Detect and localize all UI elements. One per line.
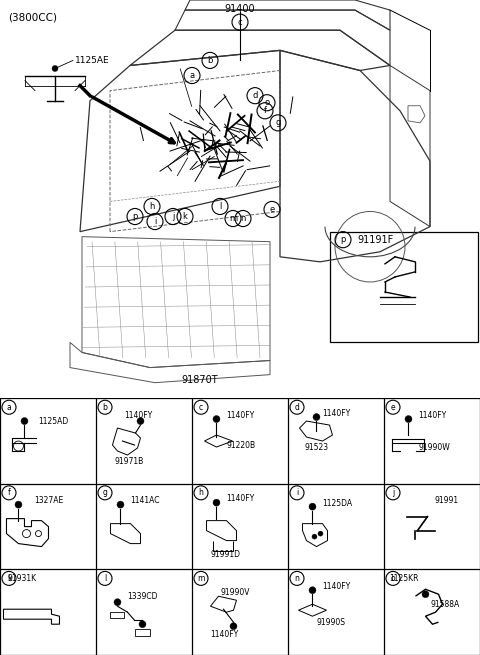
Text: 1141AC: 1141AC xyxy=(131,496,160,505)
Text: 1140FY: 1140FY xyxy=(211,629,239,639)
Circle shape xyxy=(405,415,412,422)
Text: 91400: 91400 xyxy=(225,4,255,14)
Text: (3800CC): (3800CC) xyxy=(8,12,57,22)
Text: 91990W: 91990W xyxy=(419,443,450,451)
Text: l: l xyxy=(104,574,106,583)
Text: 1125KR: 1125KR xyxy=(389,574,419,583)
Text: a: a xyxy=(190,71,194,80)
Circle shape xyxy=(309,503,316,510)
Text: 1140FY: 1140FY xyxy=(227,494,255,503)
Text: 91191F: 91191F xyxy=(357,234,393,245)
Text: 91991: 91991 xyxy=(434,496,458,505)
Text: h: h xyxy=(149,202,155,211)
Text: 1339CD: 1339CD xyxy=(128,591,158,601)
Text: d: d xyxy=(252,91,258,100)
Text: 91991D: 91991D xyxy=(211,550,240,559)
Text: m: m xyxy=(197,574,204,583)
Text: 1140FY: 1140FY xyxy=(419,411,447,420)
Text: 91523: 91523 xyxy=(304,443,329,451)
Text: e: e xyxy=(391,403,396,412)
Bar xyxy=(330,232,478,343)
Text: b: b xyxy=(103,403,108,412)
Circle shape xyxy=(313,413,320,421)
Text: n: n xyxy=(240,214,246,223)
Circle shape xyxy=(309,587,316,593)
Circle shape xyxy=(312,534,317,539)
Circle shape xyxy=(117,501,124,508)
Text: 91931K: 91931K xyxy=(8,574,37,583)
Text: j: j xyxy=(392,489,394,497)
Text: c: c xyxy=(238,18,242,27)
Text: f: f xyxy=(8,489,11,497)
Text: 1327AE: 1327AE xyxy=(35,496,64,505)
Text: p: p xyxy=(340,235,346,244)
Circle shape xyxy=(213,415,220,422)
Text: e: e xyxy=(269,205,275,214)
Text: o: o xyxy=(391,574,396,583)
Text: d: d xyxy=(295,403,300,412)
Circle shape xyxy=(137,417,144,424)
Circle shape xyxy=(114,599,121,606)
Text: b: b xyxy=(207,56,213,65)
Text: 91990V: 91990V xyxy=(220,588,250,597)
Text: l: l xyxy=(219,202,221,211)
Text: 1125DA: 1125DA xyxy=(323,499,353,508)
Circle shape xyxy=(139,621,146,627)
Circle shape xyxy=(230,623,237,629)
Text: 1125AD: 1125AD xyxy=(38,417,69,426)
Circle shape xyxy=(52,66,58,71)
Text: f: f xyxy=(264,106,266,115)
Circle shape xyxy=(15,501,22,508)
Circle shape xyxy=(422,591,429,598)
Text: k: k xyxy=(7,574,11,583)
Text: g: g xyxy=(276,119,281,127)
Text: g: g xyxy=(103,489,108,497)
Circle shape xyxy=(213,499,220,506)
Text: 1140FY: 1140FY xyxy=(323,582,351,591)
Text: p: p xyxy=(132,212,138,221)
Text: 91990S: 91990S xyxy=(316,618,346,627)
Text: m: m xyxy=(229,214,237,223)
Text: i: i xyxy=(154,217,156,226)
Text: h: h xyxy=(199,489,204,497)
Circle shape xyxy=(318,531,323,536)
Text: c: c xyxy=(199,403,203,412)
Text: n: n xyxy=(295,574,300,583)
Text: j: j xyxy=(172,212,174,221)
Text: 1125AE: 1125AE xyxy=(75,56,109,65)
Text: k: k xyxy=(182,212,187,221)
Text: 91971B: 91971B xyxy=(115,457,144,466)
Text: 1140FY: 1140FY xyxy=(124,411,153,420)
Circle shape xyxy=(21,417,28,424)
Text: 91220B: 91220B xyxy=(227,441,256,449)
Text: i: i xyxy=(296,489,298,497)
Text: a: a xyxy=(7,403,12,412)
Text: 1140FY: 1140FY xyxy=(227,411,255,420)
Text: 1140FY: 1140FY xyxy=(323,409,351,417)
Text: 91588A: 91588A xyxy=(431,600,460,608)
Text: 91870T: 91870T xyxy=(182,375,218,384)
Text: o: o xyxy=(264,98,270,107)
